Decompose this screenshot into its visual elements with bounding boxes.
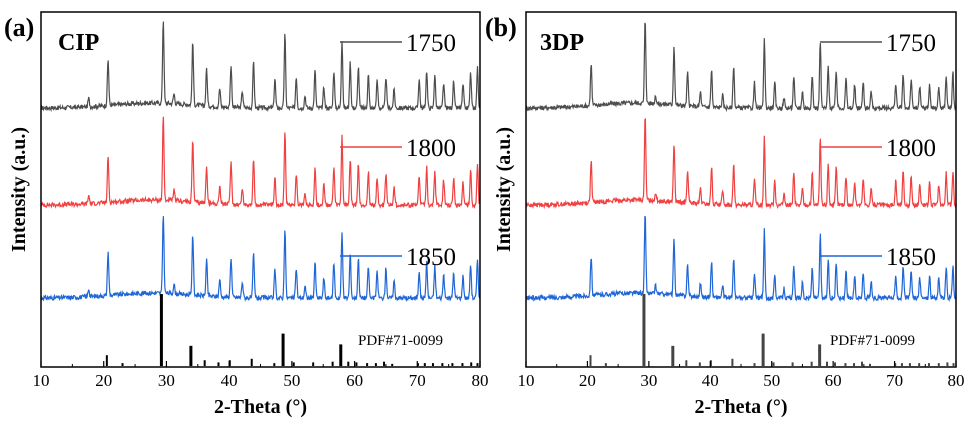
- x-tick-label: 80: [948, 371, 965, 390]
- legend-label-1750: 1750: [886, 30, 936, 57]
- series-line-1750: [40, 21, 481, 113]
- x-tick-label: 30: [640, 371, 657, 390]
- panel-label: (a): [4, 13, 34, 42]
- x-tick-label: 20: [579, 371, 596, 390]
- reference-label: PDF#71-0099: [830, 333, 915, 349]
- x-tick-label: 70: [409, 371, 426, 390]
- x-tick-label: 60: [346, 371, 363, 390]
- series-line-1800: [525, 117, 957, 210]
- sample-name: CIP: [58, 30, 99, 56]
- legend-label-1800: 1800: [406, 135, 456, 162]
- x-tick-label: 80: [472, 371, 489, 390]
- x-tick-label: 40: [221, 371, 238, 390]
- x-tick-label: 50: [763, 371, 780, 390]
- series-line-1850: [40, 216, 481, 302]
- panel-a: 1750 1800 1850 PDF#71-0099 10 20 30 40 50 60 70 80 2…: [4, 11, 489, 418]
- panel-b: 1750 1800 1850 PDF#71-0099 10 20 30 40 50 60 70 80 2…: [485, 11, 965, 418]
- legend-label-1850: 1850: [406, 244, 456, 271]
- x-tick-label: 40: [702, 371, 719, 390]
- series-line-1750: [525, 22, 957, 113]
- y-axis-label: Intensity (a.u.): [493, 127, 515, 252]
- x-tick-label: 50: [283, 371, 300, 390]
- legend-label-1850: 1850: [886, 244, 936, 271]
- reference-label: PDF#71-0099: [358, 333, 443, 349]
- legend-label-1800: 1800: [886, 135, 936, 162]
- series-line-1850: [525, 215, 957, 303]
- legend-label-1750: 1750: [406, 30, 456, 57]
- x-tick-label: 10: [518, 371, 535, 390]
- x-tick-label: 30: [158, 371, 175, 390]
- series-line-1800: [40, 116, 481, 210]
- panel-label: (b): [485, 13, 517, 42]
- x-axis-label: 2-Theta (°): [214, 396, 307, 418]
- x-axis-label: 2-Theta (°): [695, 396, 788, 418]
- x-tick-label: 70: [886, 371, 903, 390]
- x-tick-label: 10: [33, 371, 50, 390]
- y-axis-label: Intensity (a.u.): [8, 127, 30, 252]
- sample-name: 3DP: [540, 30, 584, 56]
- x-tick-label: 60: [825, 371, 842, 390]
- x-tick-label: 20: [95, 371, 112, 390]
